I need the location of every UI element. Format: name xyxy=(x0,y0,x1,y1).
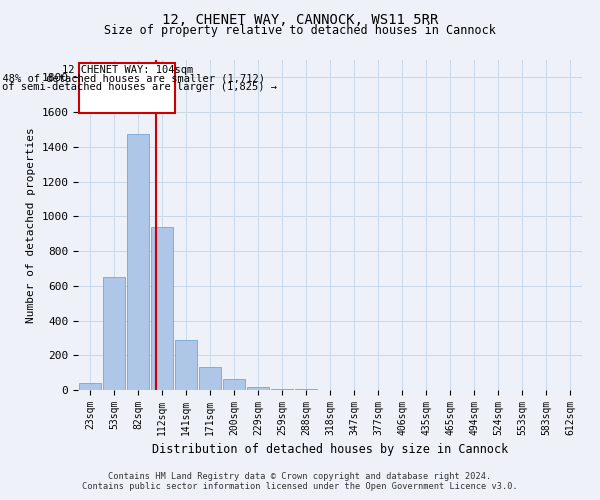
Text: 12, CHENET WAY, CANNOCK, WS11 5RR: 12, CHENET WAY, CANNOCK, WS11 5RR xyxy=(162,12,438,26)
Bar xyxy=(271,388,293,390)
Text: Contains HM Land Registry data © Crown copyright and database right 2024.
Contai: Contains HM Land Registry data © Crown c… xyxy=(82,472,518,491)
Bar xyxy=(247,386,269,390)
Bar xyxy=(79,383,101,390)
Bar xyxy=(103,277,125,390)
Text: 51% of semi-detached houses are larger (1,825) →: 51% of semi-detached houses are larger (… xyxy=(0,82,277,92)
Bar xyxy=(127,134,149,390)
Bar xyxy=(175,340,197,390)
Text: 12 CHENET WAY: 104sqm: 12 CHENET WAY: 104sqm xyxy=(62,65,193,75)
Y-axis label: Number of detached properties: Number of detached properties xyxy=(26,127,36,323)
Bar xyxy=(199,368,221,390)
FancyBboxPatch shape xyxy=(79,62,175,113)
Bar xyxy=(223,378,245,390)
X-axis label: Distribution of detached houses by size in Cannock: Distribution of detached houses by size … xyxy=(152,444,508,456)
Bar xyxy=(151,226,173,390)
Text: ← 48% of detached houses are smaller (1,712): ← 48% of detached houses are smaller (1,… xyxy=(0,74,265,84)
Text: Size of property relative to detached houses in Cannock: Size of property relative to detached ho… xyxy=(104,24,496,37)
